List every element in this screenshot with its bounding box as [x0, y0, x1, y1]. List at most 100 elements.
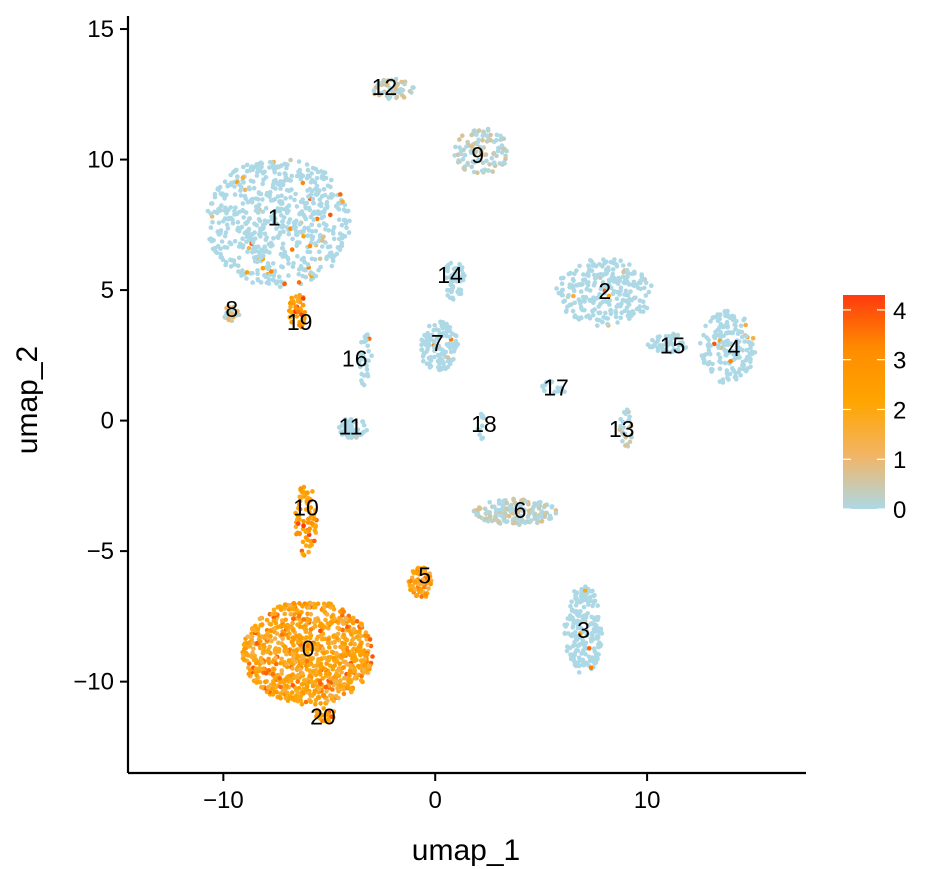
umap-point: [342, 675, 347, 681]
umap-point: [307, 207, 313, 213]
umap-point: [260, 650, 266, 656]
umap-point: [702, 359, 707, 365]
umap-point: [276, 164, 281, 170]
umap-point: [351, 636, 356, 641]
umap-point: [330, 666, 336, 672]
umap-point: [298, 667, 303, 672]
umap-point: [209, 238, 214, 244]
umap-point: [426, 586, 431, 591]
umap-point: [286, 635, 291, 641]
umap-point: [314, 651, 319, 657]
umap-point: [281, 215, 287, 220]
umap-point: [246, 671, 252, 677]
umap-point: [232, 262, 237, 267]
umap-point: [321, 187, 327, 192]
umap-point: [280, 182, 286, 187]
umap-point: [235, 308, 240, 314]
umap-point: [623, 435, 628, 440]
umap-point: [620, 429, 625, 435]
umap-point: [298, 693, 304, 699]
umap-point: [258, 655, 264, 661]
umap-point: [421, 358, 426, 364]
umap-point: [210, 246, 216, 252]
umap-point: [218, 254, 223, 260]
umap-point: [593, 615, 599, 620]
umap-point: [716, 345, 721, 350]
umap-point: [283, 196, 288, 201]
umap-point: [554, 286, 559, 291]
umap-point: [317, 716, 323, 721]
umap-point: [589, 614, 594, 620]
umap-point: [525, 514, 531, 520]
umap-point: [271, 615, 277, 620]
umap-point: [462, 152, 468, 158]
umap-point: [441, 364, 447, 369]
umap-point: [718, 330, 723, 335]
umap-point: [360, 419, 365, 424]
umap-point: [339, 669, 344, 675]
umap-point: [496, 145, 502, 151]
umap-point: [539, 509, 544, 514]
umap-point: [580, 638, 586, 643]
umap-point: [737, 366, 743, 372]
umap-point: [312, 538, 317, 544]
umap-point: [457, 137, 462, 142]
umap-point: [231, 169, 236, 175]
umap-point: [355, 664, 361, 669]
umap-point: [335, 685, 340, 691]
umap-point: [498, 513, 503, 518]
umap-point: [561, 275, 566, 281]
umap-point: [255, 277, 261, 283]
umap-point: [358, 643, 363, 648]
umap-point: [284, 648, 290, 653]
umap-point: [485, 128, 491, 133]
umap-point: [216, 231, 222, 237]
umap-point: [621, 263, 626, 268]
umap-point: [723, 349, 728, 355]
umap-point: [288, 611, 294, 617]
umap-point: [447, 295, 453, 301]
umap-point: [457, 159, 462, 164]
umap-point: [549, 504, 555, 510]
umap-point: [454, 279, 459, 284]
umap-point: [296, 271, 302, 277]
umap-point: [348, 641, 353, 647]
umap-point: [567, 285, 572, 290]
umap-point: [277, 171, 282, 177]
umap-point: [590, 263, 595, 268]
umap-point: [300, 551, 306, 557]
umap-point: [309, 679, 315, 685]
umap-point: [432, 323, 438, 328]
umap-point: [572, 609, 577, 615]
umap-point: [215, 186, 220, 192]
umap-point: [478, 152, 484, 158]
umap-point: [618, 258, 623, 264]
umap-point: [307, 617, 313, 623]
umap-point: [320, 238, 325, 243]
umap-point: [305, 490, 310, 496]
umap-point: [589, 589, 594, 594]
umap-point: [293, 524, 299, 529]
umap-point: [341, 687, 347, 692]
umap-point: [295, 608, 300, 613]
umap-point: [437, 367, 443, 373]
umap-point: [272, 636, 278, 641]
umap-point: [303, 699, 309, 705]
umap-point: [483, 516, 489, 521]
umap-point: [603, 271, 608, 277]
umap-point: [244, 162, 250, 168]
umap-point: [552, 390, 557, 395]
umap-point: [304, 498, 310, 504]
umap-point: [281, 229, 286, 235]
umap-point: [518, 504, 524, 509]
umap-point: [591, 593, 597, 599]
umap-point: [646, 289, 652, 295]
umap-point: [365, 332, 370, 337]
umap-point: [711, 315, 716, 320]
umap-point: [432, 354, 437, 360]
umap-point: [445, 287, 450, 293]
umap-point: [283, 678, 288, 683]
umap-point: [235, 220, 241, 225]
umap-point: [474, 159, 479, 164]
umap-point: [576, 297, 582, 302]
